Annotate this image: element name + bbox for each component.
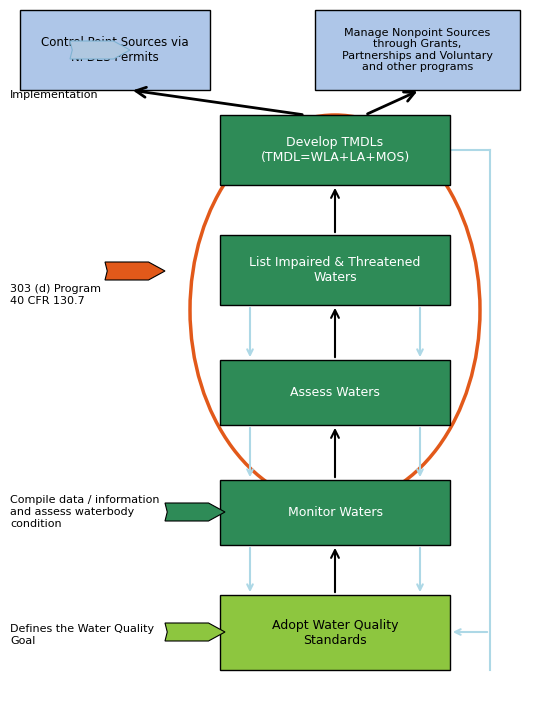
- Polygon shape: [165, 623, 225, 641]
- Text: Implementation: Implementation: [10, 90, 98, 100]
- FancyBboxPatch shape: [220, 235, 450, 305]
- Text: Assess Waters: Assess Waters: [290, 386, 380, 399]
- FancyBboxPatch shape: [220, 360, 450, 425]
- Text: Manage Nonpoint Sources
through Grants,
Partnerships and Voluntary
and other pro: Manage Nonpoint Sources through Grants, …: [342, 28, 493, 72]
- Text: 303 (d) Program
40 CFR 130.7: 303 (d) Program 40 CFR 130.7: [10, 284, 101, 306]
- Text: Adopt Water Quality
Standards: Adopt Water Quality Standards: [272, 618, 398, 647]
- Polygon shape: [70, 41, 130, 59]
- Text: Control Point Sources via
NPDES Permits: Control Point Sources via NPDES Permits: [41, 36, 189, 64]
- Polygon shape: [105, 262, 165, 280]
- FancyBboxPatch shape: [315, 10, 520, 90]
- FancyBboxPatch shape: [220, 480, 450, 545]
- Polygon shape: [165, 503, 225, 521]
- FancyBboxPatch shape: [20, 10, 210, 90]
- Text: Monitor Waters: Monitor Waters: [287, 506, 382, 519]
- Text: List Impaired & Threatened
Waters: List Impaired & Threatened Waters: [249, 256, 421, 284]
- Text: Develop TMDLs
(TMDL=WLA+LA+MOS): Develop TMDLs (TMDL=WLA+LA+MOS): [260, 136, 410, 164]
- Text: Defines the Water Quality
Goal: Defines the Water Quality Goal: [10, 624, 154, 646]
- FancyBboxPatch shape: [220, 595, 450, 670]
- Text: Compile data / information
and assess waterbody
condition: Compile data / information and assess wa…: [10, 496, 160, 529]
- FancyBboxPatch shape: [220, 115, 450, 185]
